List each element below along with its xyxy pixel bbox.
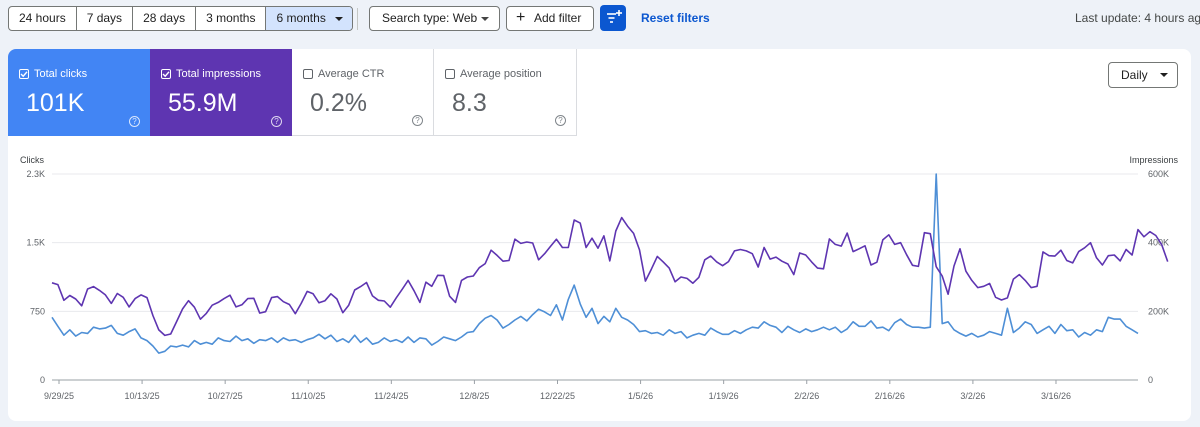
left-tick-label: 750: [30, 306, 45, 316]
checkbox-unchecked-icon[interactable]: [445, 69, 455, 79]
metric-label: Average CTR: [318, 68, 385, 80]
right-tick-label: 400K: [1148, 238, 1169, 248]
left-axis-title: Clicks: [20, 155, 44, 165]
metric-tile-position[interactable]: Average position 8.3 ?: [434, 49, 577, 136]
checkbox-unchecked-icon[interactable]: [303, 69, 313, 79]
metric-value: 55.9M: [168, 89, 238, 117]
metric-label: Average position: [460, 68, 542, 80]
help-icon[interactable]: ?: [129, 116, 140, 127]
right-tick-label: 0: [1148, 375, 1153, 385]
caret-down-icon: [1160, 73, 1168, 77]
last-update-text: Last update: 4 hours ago: [1075, 11, 1200, 25]
x-tick-label: 11/10/25: [291, 391, 325, 401]
x-tick-label: 2/2/26: [794, 391, 819, 401]
left-tick-label: 1.5K: [26, 238, 45, 248]
add-filter-button[interactable]: + Add filter: [506, 6, 594, 31]
x-tick-label: 12/22/25: [540, 391, 575, 401]
x-tick-label: 3/16/26: [1041, 391, 1071, 401]
metric-tile-impressions[interactable]: Total impressions 55.9M ?: [150, 49, 292, 136]
help-icon[interactable]: ?: [555, 115, 566, 126]
x-tick-label: 1/19/26: [709, 391, 739, 401]
x-tick-label: 10/13/25: [125, 391, 160, 401]
help-icon[interactable]: ?: [271, 116, 282, 127]
metric-value: 0.2%: [310, 89, 367, 117]
series-line-impressions: [51, 216, 1169, 337]
caret-down-icon: [481, 17, 489, 21]
x-tick-label: 2/16/26: [875, 391, 905, 401]
add-filter-label: Add filter: [534, 11, 582, 25]
x-tick-label: 9/29/25: [44, 391, 74, 401]
filter-list-icon: [607, 10, 622, 23]
range-7-days[interactable]: 7 days: [77, 7, 134, 30]
metric-tile-ctr[interactable]: Average CTR 0.2% ?: [292, 49, 434, 136]
metric-label: Total impressions: [176, 68, 261, 80]
metric-tile-clicks[interactable]: Total clicks 101K ?: [8, 49, 150, 136]
search-type-label: Search type: Web: [382, 11, 478, 25]
filter-sort-button[interactable]: [600, 5, 626, 31]
left-tick-label: 2.3K: [26, 169, 45, 179]
granularity-label: Daily: [1121, 68, 1148, 82]
reset-filters-link[interactable]: Reset filters: [641, 11, 710, 25]
plus-icon: +: [516, 9, 526, 26]
help-icon[interactable]: ?: [412, 115, 423, 126]
search-type-dropdown[interactable]: Search type: Web: [369, 6, 500, 31]
performance-card: Total clicks 101K ? Total impressions 55…: [8, 49, 1191, 421]
toolbar: 24 hours 7 days 28 days 3 months 6 month…: [0, 0, 1200, 40]
metric-value: 101K: [26, 89, 85, 117]
x-tick-label: 12/8/25: [459, 391, 489, 401]
range-6-months-label: 6 months: [276, 11, 326, 25]
right-axis-title: Impressions: [1129, 155, 1178, 165]
divider: [357, 8, 358, 30]
x-tick-label: 10/27/25: [208, 391, 243, 401]
x-tick-label: 1/5/26: [628, 391, 653, 401]
range-3-months[interactable]: 3 months: [196, 7, 267, 30]
x-tick-label: 3/2/26: [960, 391, 985, 401]
right-tick-label: 200K: [1148, 306, 1169, 316]
range-6-months[interactable]: 6 months: [266, 7, 352, 30]
right-tick-label: 600K: [1148, 169, 1169, 179]
range-24-hours[interactable]: 24 hours: [9, 7, 77, 30]
caret-down-icon: [334, 17, 343, 21]
granularity-dropdown[interactable]: Daily: [1108, 62, 1178, 88]
series-line-clicks: [51, 173, 1139, 354]
performance-chart: 2.3K 600K 1.5K 400K 750 200K 0 0 Clicks Impressio…: [20, 155, 1179, 401]
x-tick-label: 11/24/25: [374, 391, 408, 401]
checkbox-checked-icon[interactable]: [19, 69, 29, 79]
date-range-selector: 24 hours 7 days 28 days 3 months 6 month…: [8, 6, 353, 31]
metric-value: 8.3: [452, 89, 487, 117]
checkbox-checked-icon[interactable]: [161, 69, 171, 79]
left-tick-label: 0: [40, 375, 45, 385]
metric-label: Total clicks: [34, 68, 88, 80]
range-28-days[interactable]: 28 days: [133, 7, 197, 30]
